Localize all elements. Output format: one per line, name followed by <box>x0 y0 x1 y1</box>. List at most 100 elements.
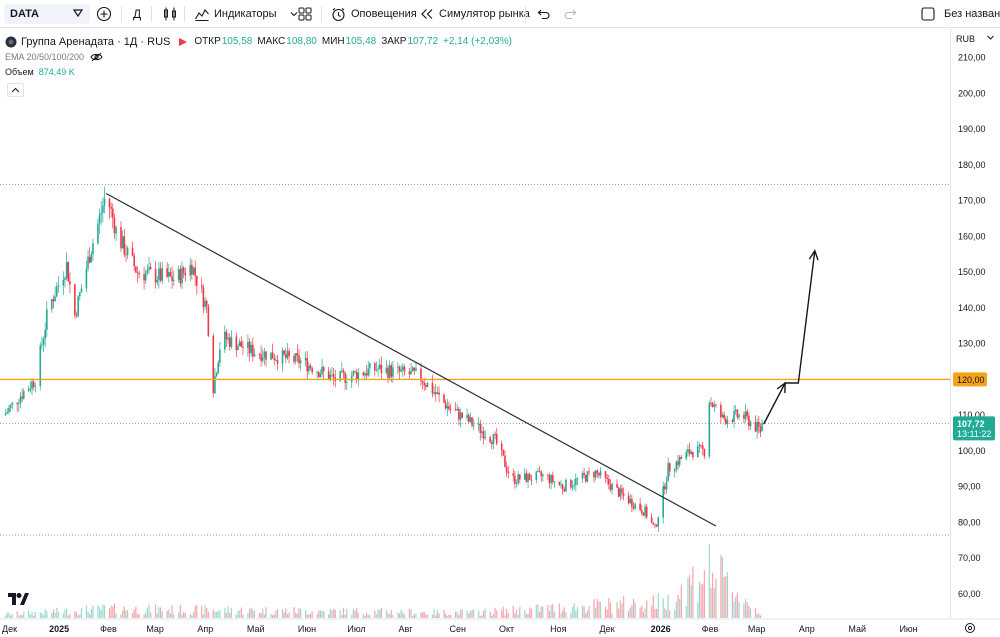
candle <box>230 330 233 349</box>
volume-bar <box>385 609 387 618</box>
candle-body <box>179 269 182 284</box>
candle <box>535 470 538 484</box>
volume-bar <box>298 608 300 618</box>
candle-body <box>690 451 693 454</box>
candle-body <box>385 367 388 373</box>
alerts-label: Оповещения <box>351 8 417 20</box>
candle <box>456 404 458 411</box>
volume-bar <box>537 604 539 618</box>
chart-type-button[interactable] <box>162 0 178 28</box>
ema-legend-row[interactable]: EMA 20/50/100/200 <box>5 49 512 64</box>
candle-body <box>594 470 597 478</box>
candle <box>281 347 284 372</box>
checkbox-icon[interactable] <box>921 7 935 21</box>
candle-body <box>237 346 239 351</box>
volume-bar <box>651 605 653 618</box>
logo-stem <box>8 593 16 605</box>
volume-bar <box>576 607 579 618</box>
volume-bar <box>309 614 312 618</box>
candle <box>530 474 533 486</box>
candle-body <box>275 359 277 361</box>
candle <box>553 480 556 488</box>
settings-gear-icon[interactable] <box>965 623 975 633</box>
volume-bar <box>227 606 229 618</box>
volume-bar <box>685 606 687 618</box>
eye-off-icon[interactable] <box>90 52 103 62</box>
volume-bar <box>273 614 275 618</box>
add-symbol-icon[interactable] <box>72 7 84 19</box>
candle-body <box>632 506 635 509</box>
candle <box>131 241 134 257</box>
volume-bar <box>627 611 630 618</box>
indicators-button[interactable]: Индикаторы <box>194 0 299 28</box>
chart-pane[interactable]: 210,00 200,00 190,00 180,00 170,00 160,00 150,… <box>0 29 1000 637</box>
volume-bar <box>346 608 348 618</box>
candle-body <box>212 335 215 394</box>
alerts-button[interactable]: Оповещения <box>331 0 417 28</box>
candle-body <box>609 484 612 490</box>
candle-body <box>438 392 440 395</box>
volume-bar <box>145 612 147 618</box>
candle <box>642 511 645 516</box>
candle <box>477 416 480 432</box>
symbol-legend-row[interactable]: Группа Аренадата · 1Д · RUS ОТКР 105,58 … <box>5 34 512 49</box>
candle <box>570 478 572 490</box>
candle <box>426 381 429 388</box>
open-label: ОТКР <box>194 36 221 47</box>
price-tick-label: 190,00 <box>958 124 986 134</box>
candle <box>538 466 541 473</box>
volume-bar <box>318 610 320 618</box>
candle <box>402 363 404 377</box>
chevron-down-icon[interactable] <box>289 9 299 19</box>
candle-body <box>283 350 285 355</box>
interval-button[interactable]: Д <box>133 0 141 28</box>
candle <box>484 429 487 441</box>
price-scale-border <box>950 29 951 619</box>
currency-label[interactable]: RUB <box>956 34 976 44</box>
price-tick-label: 70,00 <box>958 553 981 563</box>
candle-body <box>215 373 218 377</box>
candle <box>654 523 656 529</box>
candle <box>756 418 758 439</box>
volume-bar <box>621 603 623 618</box>
toolbar-divider <box>321 6 322 22</box>
candle-body <box>697 446 699 458</box>
candle-body <box>619 488 622 497</box>
volume-bar <box>469 610 471 618</box>
close-label: ЗАКР <box>381 36 407 47</box>
candle-body <box>492 434 495 445</box>
replay-button[interactable]: Симулятор рынка <box>420 0 530 28</box>
symbol-search[interactable]: DATA <box>4 4 90 24</box>
compare-button[interactable] <box>96 0 112 28</box>
layout-name-button[interactable]: Без названи <box>921 0 1000 28</box>
candle-body <box>293 356 295 362</box>
layout-name: Без названи <box>944 8 1000 20</box>
currency-chevron-icon[interactable] <box>986 33 995 44</box>
candle <box>55 282 58 298</box>
candle-body <box>166 268 168 277</box>
undo-button[interactable] <box>537 0 551 28</box>
collapse-legend-button[interactable] <box>7 83 24 97</box>
volume-bar <box>400 609 402 618</box>
candle <box>472 418 475 430</box>
redo-button[interactable] <box>563 0 577 28</box>
candle-body <box>467 415 470 422</box>
layouts-button[interactable] <box>298 0 312 28</box>
candle <box>504 450 506 468</box>
candle <box>252 337 254 362</box>
candle <box>400 365 402 373</box>
time-tick-label: Авг <box>398 624 413 634</box>
candle-body <box>692 451 694 458</box>
candle <box>87 249 89 272</box>
volume-legend-row[interactable]: Объем 874,49 K <box>5 64 512 79</box>
candle <box>697 440 699 458</box>
candle-body <box>329 374 332 380</box>
volume-bar <box>179 604 181 618</box>
price-chart[interactable]: 210,00 200,00 190,00 180,00 170,00 160,00 150,… <box>0 29 1000 637</box>
volume-bar <box>365 612 368 618</box>
candle <box>34 382 37 393</box>
volume-bar <box>122 610 124 618</box>
change-value: +2,14 (+2,03%) <box>443 36 512 47</box>
volume-bar <box>398 613 401 618</box>
candle <box>576 477 579 486</box>
